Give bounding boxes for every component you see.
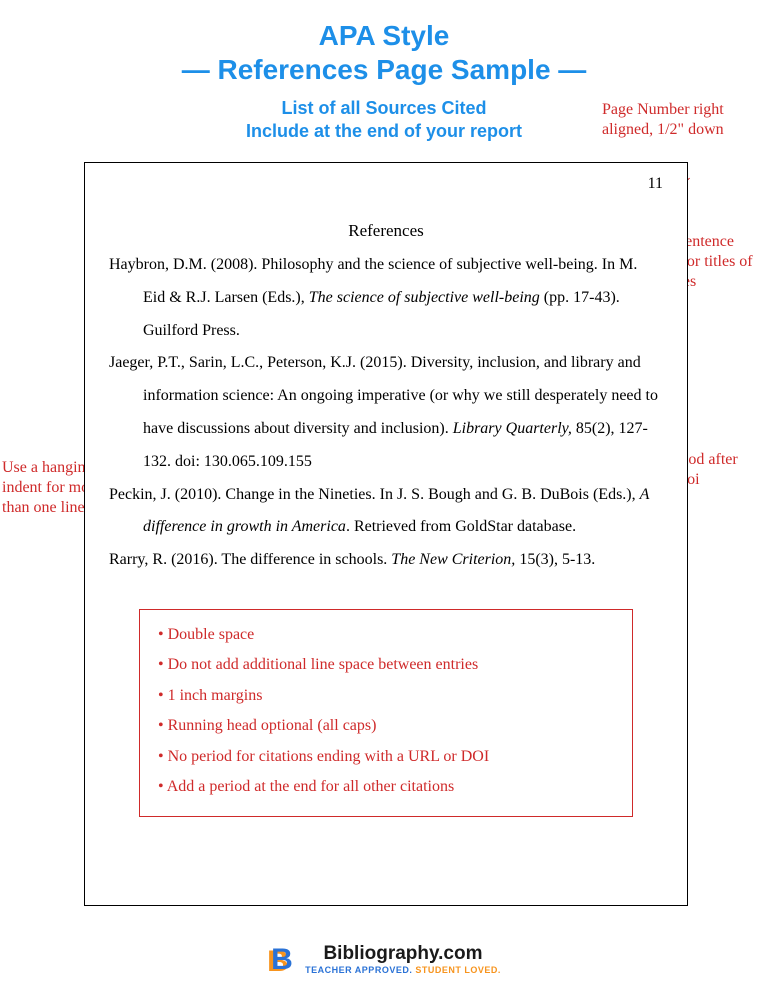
sample-page: 11 References Haybron, D.M. (2008). Phil… [84,162,688,906]
rule-item: Add a period at the end for all other ci… [158,772,614,802]
brand-tagline: TEACHER APPROVED. STUDENT LOVED. [305,965,501,975]
rule-item: Do not add additional line space between… [158,650,614,680]
brand-text: Bibliography.com TEACHER APPROVED. STUDE… [305,943,501,975]
rule-item: 1 inch margins [158,681,614,711]
main-title: APA Style [0,20,768,52]
subtitle: — References Page Sample — [0,54,768,86]
references-title: References [109,221,663,241]
footer: B B Bibliography.com TEACHER APPROVED. S… [0,943,768,980]
annotation-page-number: Page Number right aligned, 1/2" down [602,100,742,140]
rule-item: No period for citations ending with a UR… [158,742,614,772]
footer-brand: B B Bibliography.com TEACHER APPROVED. S… [267,943,501,975]
rule-item: Double space [158,620,614,650]
brand-name: Bibliography.com [305,943,501,965]
logo-icon: B B [267,943,295,975]
reference-entry: Rarry, R. (2016). The difference in scho… [109,544,663,577]
reference-entry: Haybron, D.M. (2008). Philosophy and the… [109,249,663,347]
references-list: Haybron, D.M. (2008). Philosophy and the… [109,249,663,577]
rules-box: Double space Do not add additional line … [139,609,633,817]
reference-entry: Jaeger, P.T., Sarin, L.C., Peterson, K.J… [109,347,663,478]
reference-entry: Peckin, J. (2010). Change in the Ninetie… [109,479,663,545]
page-number: 11 [109,175,663,193]
rule-item: Running head optional (all caps) [158,711,614,741]
